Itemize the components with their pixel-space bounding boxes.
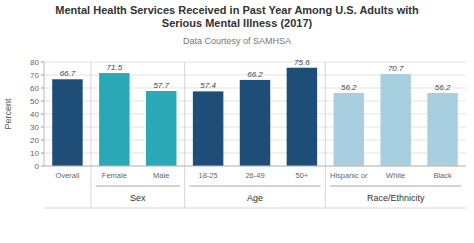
y-tick-label: 50 [30, 97, 39, 106]
bar [99, 73, 129, 166]
data-label: 71.5 [107, 63, 123, 72]
subtitle: Data Courtesy of SAMHSA [183, 36, 291, 46]
bar [427, 93, 457, 166]
x-tick-label: Female [102, 171, 127, 180]
data-label: 75.6 [294, 58, 310, 67]
y-tick-label: 40 [30, 110, 39, 119]
data-label: 57.4 [200, 81, 216, 90]
group-separator [184, 62, 185, 208]
group-line [189, 186, 320, 187]
data-label: 57.7 [153, 81, 169, 90]
group-label: Age [247, 193, 263, 203]
group-border [44, 208, 466, 209]
title-line: Serious Mental Illness (2017) [162, 17, 313, 29]
title: Mental Health Services Received in Past … [55, 4, 419, 29]
chart: Mental Health Services Received in Past … [0, 0, 474, 243]
y-tick-label: 30 [30, 123, 39, 132]
bar [193, 91, 223, 166]
group-separator [325, 62, 326, 208]
x-axis [44, 166, 466, 167]
x-tick-label: 18-25 [199, 171, 218, 180]
x-tick-label: Male [153, 171, 169, 180]
bars [52, 68, 458, 166]
title-line: Mental Health Services Received in Past … [55, 4, 419, 16]
data-label: 56.2 [435, 83, 451, 92]
group-line [330, 186, 461, 187]
group-label: Race/Ethnicity [367, 193, 425, 203]
grid-line [44, 166, 466, 167]
x-tick-label: Hispanic or [330, 171, 368, 180]
y-tick-label: 10 [30, 149, 39, 158]
y-tick-label: 0 [35, 162, 40, 171]
data-label: 56.2 [341, 83, 357, 92]
y-axis [44, 62, 45, 166]
x-tick-label: Black [433, 171, 452, 180]
bar [287, 68, 317, 166]
bar [146, 91, 176, 166]
y-tick-label: 80 [30, 58, 39, 67]
data-label: 66.2 [247, 70, 263, 79]
group-line [96, 186, 180, 187]
data-label: 70.7 [388, 64, 404, 73]
bar [52, 79, 82, 166]
data-label: 66.7 [60, 69, 76, 78]
bar [240, 80, 270, 166]
group-separator [90, 62, 91, 208]
x-tick-label: 26-49 [245, 171, 264, 180]
bar [380, 74, 410, 166]
y-tick-label: 70 [30, 71, 39, 80]
x-tick-label: Overall [56, 171, 80, 180]
y-axis-label: Percent [3, 98, 13, 130]
bar [334, 93, 364, 166]
x-tick-label: White [386, 171, 405, 180]
group-label: Sex [130, 193, 146, 203]
y-tick-label: 20 [30, 136, 39, 145]
y-tick-label: 60 [30, 84, 39, 93]
x-tick-label: 50+ [296, 171, 309, 180]
